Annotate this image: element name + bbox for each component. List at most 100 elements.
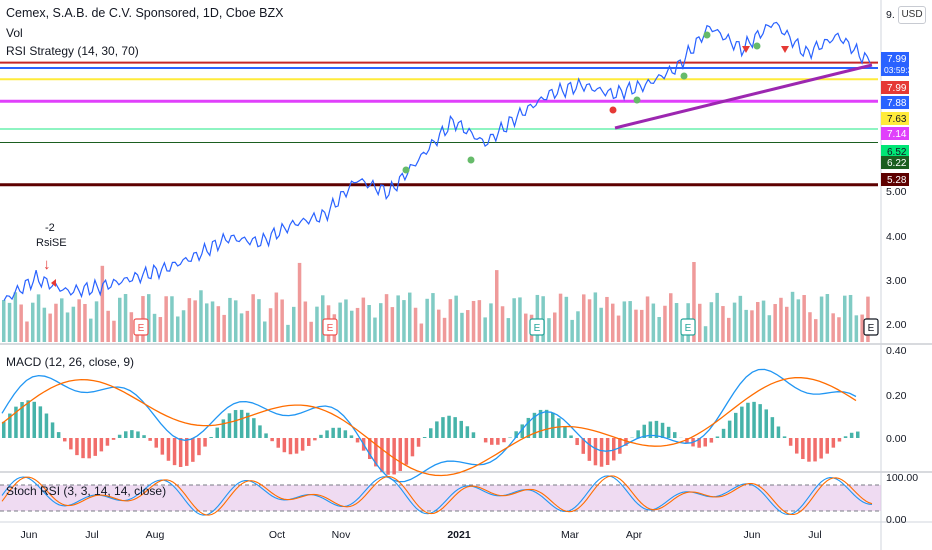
volume-bar (466, 310, 470, 342)
volume-bar (819, 296, 824, 342)
volume-bar (495, 270, 499, 342)
earnings-label: E (138, 323, 145, 334)
macd-histogram-bar (319, 434, 323, 438)
countdown-timer: 03:59:39 (884, 65, 917, 75)
macd-histogram-bar (624, 438, 628, 446)
volume-bar (593, 292, 598, 342)
earnings-marker (133, 318, 149, 336)
macd-histogram-bar (239, 409, 244, 438)
macd-histogram-bar (8, 413, 12, 438)
price-level-badge (881, 145, 909, 158)
macd-histogram-bar (221, 419, 226, 438)
volume-bar (193, 300, 197, 342)
macd-histogram-bar (374, 438, 378, 467)
macd-histogram-bar (825, 438, 829, 454)
volume-bar (727, 317, 731, 342)
macd-histogram-bar (795, 438, 799, 454)
volume-bar (7, 302, 12, 342)
volume-bar (628, 301, 632, 342)
volume-bar (790, 291, 795, 342)
volume-bar (448, 299, 453, 342)
macd-histogram-bar (709, 438, 714, 443)
macd-histogram-bar (849, 432, 854, 438)
volume-bar (669, 293, 673, 342)
volume-bar (843, 295, 847, 342)
time-tick-label: Aug (146, 529, 165, 541)
macd-histogram-bar (721, 428, 726, 438)
volume-bar (640, 309, 644, 342)
macd-histogram-bar (801, 438, 805, 460)
volume-bar (715, 292, 719, 342)
macd-histogram-bar (349, 435, 354, 438)
volume-bar (576, 311, 580, 342)
volume-bar (292, 306, 296, 342)
macd-histogram-bar (514, 431, 518, 438)
macd-histogram-bar (734, 412, 738, 438)
currency-badge[interactable]: USD (898, 6, 926, 24)
price-level-value: 7.99 (887, 83, 907, 94)
macd-histogram-bar (551, 412, 555, 438)
macd-histogram-bar (343, 430, 348, 438)
macd-histogram-bar (294, 438, 299, 454)
price-level-badge (881, 96, 909, 109)
volume-bar (477, 300, 482, 342)
earnings-marker (680, 318, 696, 336)
macd-histogram-bar (435, 421, 439, 438)
macd-histogram-bar (483, 438, 488, 443)
macd-histogram-bar (813, 438, 817, 462)
macd-histogram-bar (87, 438, 91, 459)
macd-histogram-bar (429, 428, 433, 438)
volume-bar (518, 297, 522, 342)
volume-bar (808, 312, 812, 342)
volume-bar (321, 295, 325, 342)
volume-bar (442, 317, 447, 342)
macd-histogram-bar (154, 438, 158, 448)
volume-bar (367, 305, 371, 342)
macd-tick-label: 0.40 (886, 345, 907, 357)
strategy-legend[interactable]: RSI Strategy (14, 30, 70) (6, 44, 139, 58)
macd-legend[interactable]: MACD (12, 26, close, 9) (6, 355, 135, 369)
stoch-rsi-legend[interactable]: Stoch RSI (3, 3, 14, 14, close) (6, 484, 167, 498)
macd-histogram-bar (44, 413, 49, 438)
macd-histogram-bar (697, 438, 701, 448)
macd-histogram-bar (276, 438, 280, 448)
volume-bar (547, 318, 551, 342)
volume-bar (31, 302, 35, 342)
macd-histogram-bar (416, 438, 421, 447)
volume-bar (54, 303, 58, 342)
volume-bar (71, 306, 76, 342)
volume-bar (251, 294, 255, 342)
macd-histogram-bar (654, 420, 659, 438)
volume-legend[interactable]: Vol (6, 26, 23, 40)
price-level-value: 5.28 (887, 175, 907, 186)
macd-histogram-bar (111, 438, 116, 440)
volume-bar (210, 301, 215, 342)
macd-histogram-bar (264, 433, 268, 438)
macd-histogram-bar (410, 438, 415, 457)
macd-histogram-bar (581, 438, 585, 454)
macd-histogram-bar (392, 438, 396, 475)
volume-bar (489, 303, 493, 342)
price-level-value: 7.99 (887, 54, 907, 65)
volume-bar (263, 321, 267, 342)
volume-bar (286, 324, 290, 342)
macd-histogram-bar (441, 417, 445, 438)
macd-histogram-bar (490, 438, 494, 445)
volume-bar (338, 302, 342, 342)
volume-bar (344, 299, 348, 342)
macd-histogram-bar (380, 438, 384, 472)
volume-bar (558, 293, 563, 342)
volume-bar (373, 317, 377, 342)
volume-bar (396, 295, 400, 342)
price-level-badge (881, 112, 909, 125)
macd-histogram-bar (69, 438, 73, 450)
volume-bar (176, 316, 180, 342)
volume-bar (831, 313, 835, 342)
time-tick-label: Nov (332, 529, 351, 541)
time-tick-label: 2021 (447, 529, 471, 541)
macd-histogram-bar (740, 406, 744, 438)
time-tick-label: Mar (561, 529, 580, 541)
volume-bar (187, 298, 192, 342)
macd-histogram-bar (307, 438, 311, 446)
